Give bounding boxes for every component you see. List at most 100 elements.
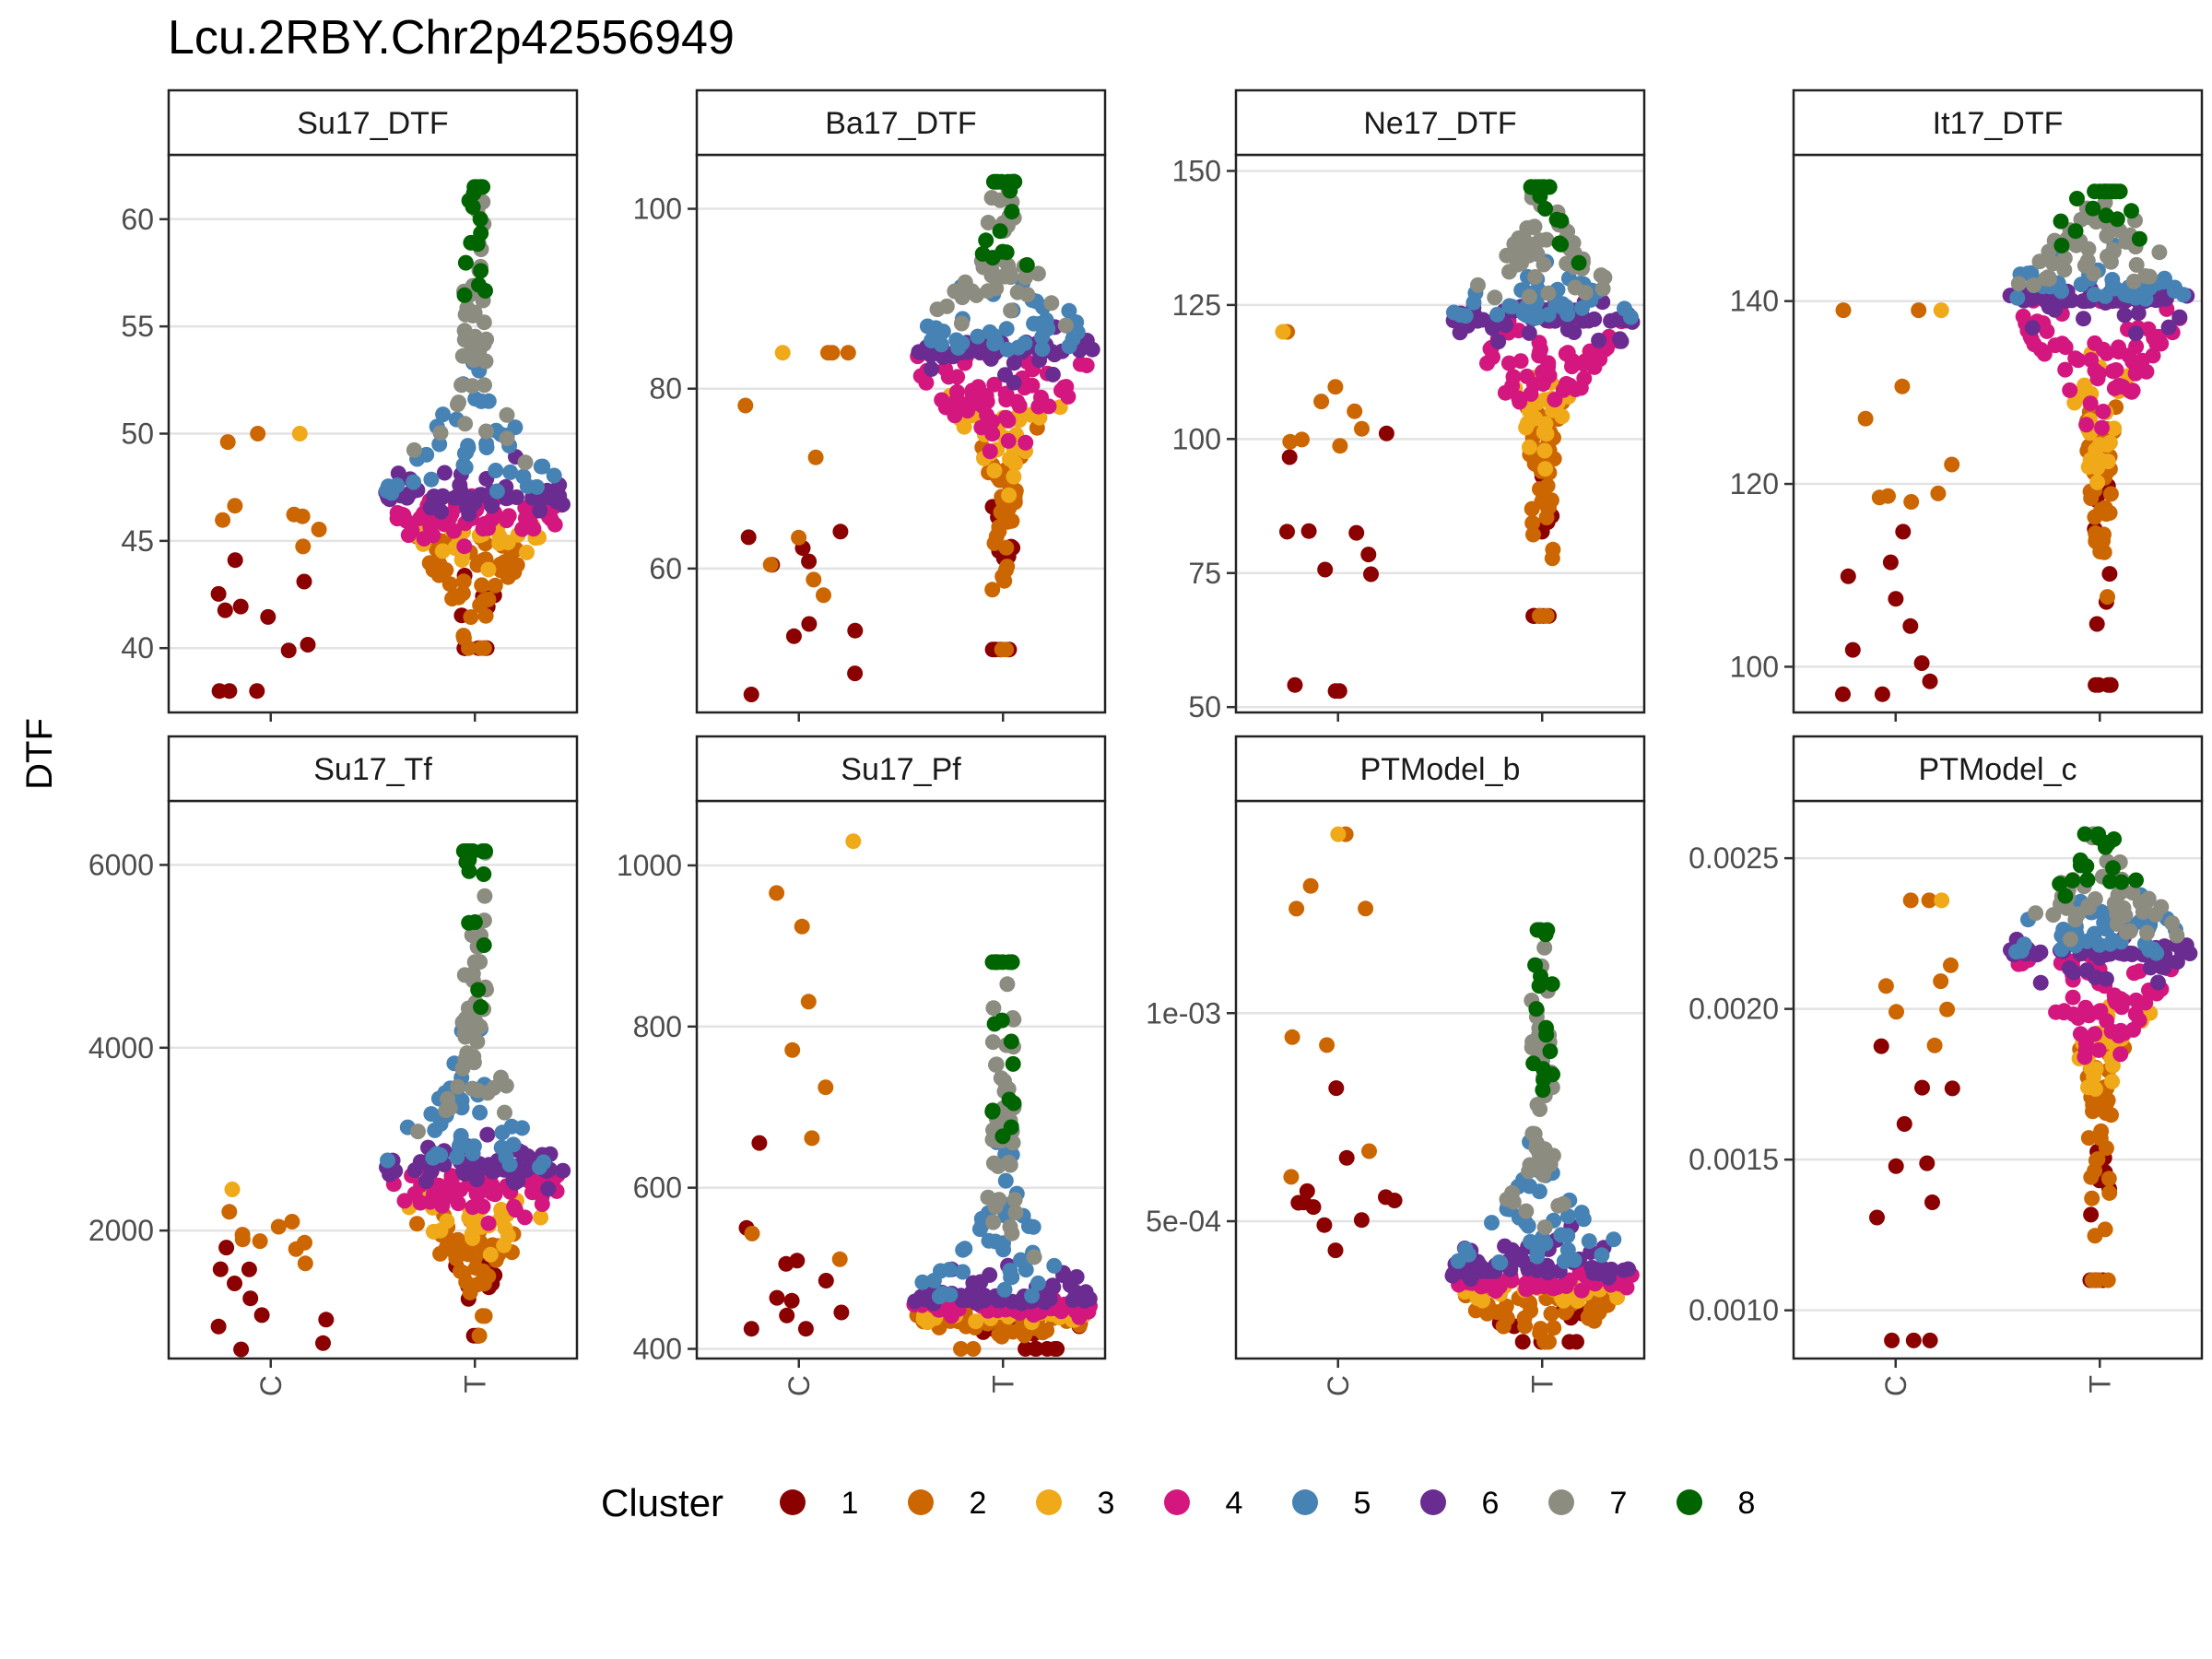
data-point xyxy=(2099,1013,2115,1030)
data-point xyxy=(992,223,1008,240)
data-point xyxy=(783,1292,800,1309)
data-point xyxy=(737,397,754,414)
x-tick-label: T xyxy=(2083,1375,2116,1394)
data-point xyxy=(1030,316,1047,332)
data-point xyxy=(2104,1073,2121,1089)
data-point xyxy=(493,1139,510,1156)
data-point xyxy=(2069,191,2085,206)
data-point xyxy=(987,1198,1004,1215)
data-point xyxy=(1521,403,1537,419)
x-tick-label: C xyxy=(1322,1375,1355,1396)
data-point xyxy=(1521,324,1537,341)
data-point xyxy=(1888,1004,1904,1020)
data-point xyxy=(474,577,490,594)
data-point xyxy=(1061,302,1077,319)
data-point xyxy=(482,1246,499,1263)
data-point xyxy=(1003,1033,1019,1050)
data-point xyxy=(473,263,489,279)
facet-strip xyxy=(695,735,1107,803)
data-point xyxy=(434,543,451,559)
data-point xyxy=(296,573,312,590)
data-point xyxy=(1284,1029,1300,1045)
data-point xyxy=(797,1321,814,1337)
data-point xyxy=(1944,1080,1960,1097)
data-point xyxy=(1902,892,1919,909)
data-point xyxy=(409,1216,425,1232)
y-tick-label: 40 xyxy=(121,631,154,665)
data-point xyxy=(1327,379,1344,395)
legend-label: 2 xyxy=(970,1486,987,1521)
data-point xyxy=(1065,1292,1081,1309)
data-point xyxy=(217,602,233,618)
data-point xyxy=(488,483,505,500)
data-point xyxy=(534,1196,550,1212)
panel-border xyxy=(167,799,579,1360)
data-point xyxy=(472,597,488,614)
data-point xyxy=(2127,325,2144,342)
y-tick-label: 50 xyxy=(1188,690,1221,724)
data-point xyxy=(957,1241,973,1257)
data-point xyxy=(460,440,477,456)
data-point xyxy=(1559,345,1576,361)
data-point xyxy=(1520,1218,1536,1234)
data-point xyxy=(218,1240,235,1256)
y-tick-label: 6000 xyxy=(88,848,154,881)
data-point xyxy=(1020,1218,1037,1234)
data-point xyxy=(1529,246,1546,263)
data-point xyxy=(1287,677,1303,693)
data-point xyxy=(1028,1341,1044,1357)
data-point xyxy=(1526,376,1542,393)
data-point xyxy=(456,287,473,303)
x-tick-label: C xyxy=(254,1375,288,1396)
data-point xyxy=(2113,874,2130,890)
data-point xyxy=(1535,364,1550,381)
data-point xyxy=(476,866,492,882)
data-point xyxy=(212,1261,229,1277)
data-point xyxy=(1542,1156,1559,1172)
data-point xyxy=(2009,289,2026,306)
legend-key xyxy=(1036,1489,1062,1515)
data-point xyxy=(988,280,1005,297)
data-point xyxy=(847,622,864,639)
data-point xyxy=(1497,1238,1513,1254)
data-point xyxy=(1450,1253,1466,1269)
data-point xyxy=(451,394,466,411)
data-point xyxy=(439,1213,455,1230)
data-point xyxy=(2092,544,2109,559)
data-point xyxy=(995,1241,1012,1258)
data-point xyxy=(443,1168,460,1184)
data-point xyxy=(785,628,802,644)
data-point xyxy=(924,333,939,348)
facet-strip-label: Ba17_DTF xyxy=(825,106,976,141)
data-point xyxy=(1880,488,1896,504)
data-point xyxy=(1558,299,1574,315)
data-point xyxy=(1275,324,1291,340)
data-point xyxy=(925,1273,942,1288)
y-tick-label: 0.0015 xyxy=(1688,1143,1779,1176)
data-point xyxy=(2080,241,2097,257)
data-point xyxy=(1533,1321,1548,1337)
data-point xyxy=(2056,262,2073,278)
data-point xyxy=(1540,285,1557,301)
data-point xyxy=(970,328,986,345)
data-point xyxy=(2057,361,2074,378)
data-point xyxy=(454,347,471,364)
data-point xyxy=(252,1233,268,1250)
data-point xyxy=(982,443,998,460)
data-point xyxy=(475,1308,490,1324)
data-point xyxy=(1537,201,1554,217)
data-point xyxy=(2026,277,2041,293)
facet-strip xyxy=(1234,735,1646,803)
data-point xyxy=(774,345,791,361)
data-point xyxy=(2076,311,2091,327)
y-axis-label: DTF xyxy=(19,718,60,790)
data-point xyxy=(968,287,984,303)
data-point xyxy=(1500,355,1517,371)
data-point xyxy=(988,954,1005,971)
data-point xyxy=(533,1209,549,1226)
data-point xyxy=(2116,307,2133,324)
facet-strip xyxy=(167,735,579,803)
data-point xyxy=(1944,456,1960,473)
data-point xyxy=(2077,377,2093,394)
data-point xyxy=(807,449,824,465)
